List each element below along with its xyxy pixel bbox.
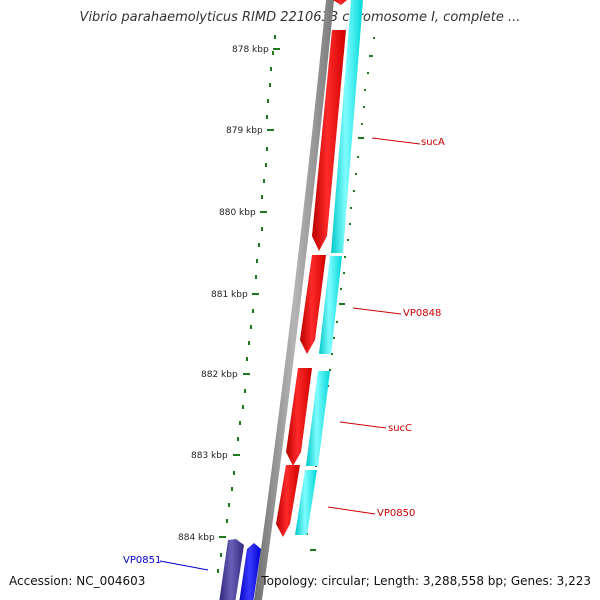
tick-label-879: 879 kbp [226, 126, 263, 136]
gene-arrow-vp0851 [219, 539, 244, 600]
tick-label-882: 882 kbp [201, 370, 238, 380]
chromosome-backbone [254, 0, 334, 600]
gene-arrow-top [333, 0, 347, 5]
tick-label-883: 883 kbp [191, 451, 228, 461]
gene-arrow-sucA [312, 30, 346, 251]
topology-text: Topology: circular; Length: 3,288,558 bp… [261, 574, 591, 588]
tick-label-878: 878 kbp [232, 45, 269, 55]
gene-label-sucA[interactable]: sucA [421, 137, 445, 148]
gene-label-vp0850[interactable]: VP0850 [377, 508, 415, 519]
gene-arrow-sucC [286, 368, 312, 466]
gene-arrow-vp0850 [276, 465, 300, 537]
tick-label-880: 880 kbp [219, 208, 256, 218]
cds-track-sucC [306, 371, 330, 466]
gene-label-leaders [159, 137, 421, 571]
map-title: Vibrio parahaemolyticus RIMD 2210633 chr… [79, 10, 521, 25]
cds-track-vp0850 [295, 470, 317, 535]
cds-track-vp0848 [319, 256, 342, 354]
gene-label-sucC[interactable]: sucC [388, 423, 412, 434]
gene-label-vp0851[interactable]: VP0851 [123, 555, 161, 566]
tick-label-884: 884 kbp [178, 533, 215, 543]
major-ticks [219, 48, 280, 538]
tick-label-881: 881 kbp [211, 290, 248, 300]
minor-ticks-inner [217, 35, 276, 573]
cds-track-sucA [331, 0, 363, 253]
gene-arrow-vp0848 [300, 255, 326, 354]
cds-track-vp0851 [239, 543, 261, 600]
accession-text: Accession: NC_004603 [9, 574, 146, 588]
gene-label-vp0848[interactable]: VP0848 [403, 308, 441, 319]
